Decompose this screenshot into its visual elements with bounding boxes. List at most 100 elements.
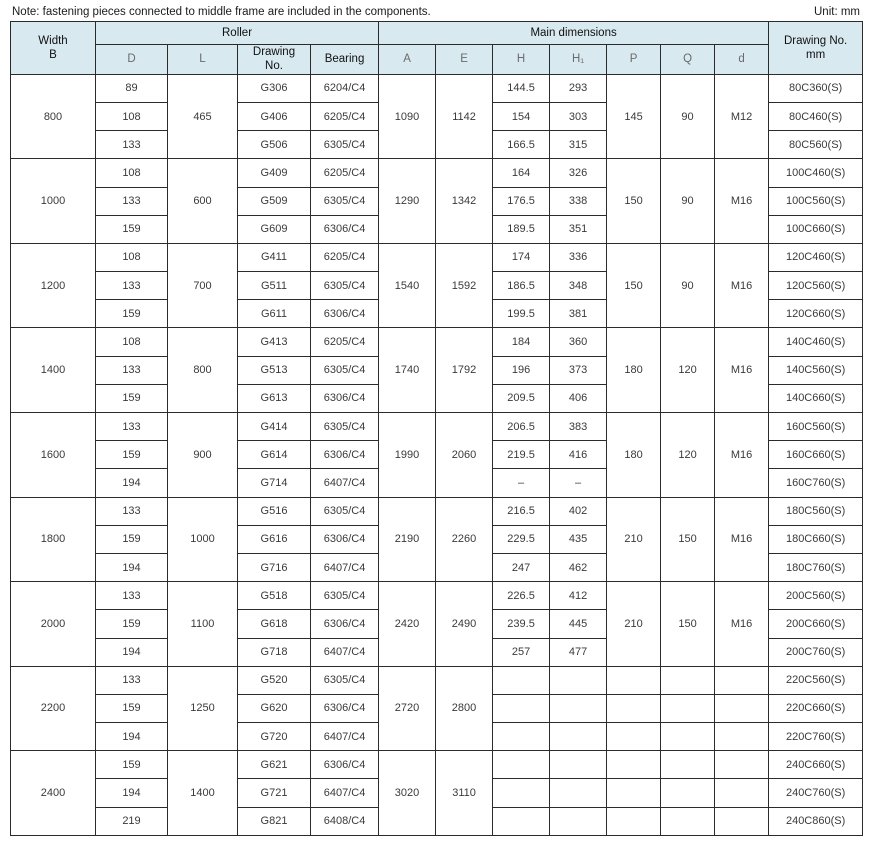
cell-dim-h: 186.5 — [492, 271, 551, 301]
cell-roller-d: 159 — [95, 440, 168, 470]
cell-dim-h: 154 — [492, 101, 551, 132]
table-row: 1000 108 600 G409 6205/C4 1290 1342 164 326 150 90… — [10, 158, 864, 244]
table-row: 194 G721 6407/C4 240C760(S) — [11, 778, 864, 808]
cell-part-drawing-no: 80C360(S) — [768, 73, 864, 103]
cell-dim-h — [492, 722, 551, 752]
cell-part-drawing-no: 220C760(S) — [768, 722, 864, 752]
cell-roller-d: 219 — [95, 806, 168, 836]
cell-part-drawing-no: 120C560(S) — [768, 271, 864, 301]
cell-bearing: 6205/C4 — [309, 158, 380, 188]
cell-dim-h1 — [549, 806, 608, 836]
cell-bearing: 6305/C4 — [309, 496, 380, 526]
cell-part-drawing-no: 100C460(S) — [768, 158, 864, 188]
cell-part-drawing-no: 200C560(S) — [768, 581, 864, 611]
cell-bearing: 6306/C4 — [309, 524, 380, 554]
cell-bearing: 6306/C4 — [309, 214, 380, 244]
header-main-dimensions: Main dimensions — [378, 21, 770, 45]
header-drawing-no-mm: Drawing No. mm — [768, 21, 864, 75]
cell-dim-e: 1592 — [435, 242, 494, 329]
cell-roller-d: 133 — [95, 411, 168, 442]
cell-dim-d-thread: M12 — [714, 73, 770, 160]
cell-roller-drawing-no: G614 — [237, 440, 311, 470]
cell-bearing: 6306/C4 — [309, 383, 380, 414]
cell-part-drawing-no: 120C660(S) — [768, 299, 864, 329]
cell-bearing: 6205/C4 — [309, 327, 380, 357]
cell-dim-h1 — [549, 665, 608, 695]
cell-part-drawing-no: 160C560(S) — [768, 411, 864, 442]
cell-dim-h1: 373 — [549, 355, 608, 385]
cell-bearing: 6205/C4 — [309, 101, 380, 132]
cell-roller-drawing-no: G511 — [237, 271, 311, 301]
cell-dim-d-thread: M16 — [714, 158, 770, 244]
table-row: 159 G614 6306/C4 219.5 416 160C660(S) — [11, 440, 864, 470]
cell-dim-h — [492, 778, 551, 808]
cell-roller-drawing-no: G406 — [237, 101, 311, 132]
cell-roller-d: 159 — [95, 214, 168, 244]
cell-roller-drawing-no: G718 — [237, 637, 311, 667]
cell-width-b: 2200 — [10, 665, 96, 752]
cell-part-drawing-no: 180C560(S) — [768, 496, 864, 526]
cell-dim-h: 209.5 — [492, 383, 551, 414]
cell-dim-h1: 435 — [549, 524, 608, 554]
table-row: 2400 159 1400 G621 6306/C4 3020 3110 240C660(S) — [10, 750, 864, 836]
cell-part-drawing-no: 80C560(S) — [768, 130, 864, 160]
cell-bearing: 6305/C4 — [309, 130, 380, 160]
table-row: 2200 133 1250 G520 6305/C4 2720 2800 220C560(S) — [10, 665, 864, 752]
cell-roller-d: 108 — [95, 158, 168, 188]
cell-dim-p — [606, 806, 662, 836]
cell-dim-p — [606, 722, 662, 752]
cell-part-drawing-no: 120C460(S) — [768, 242, 864, 273]
cell-dim-h1: 338 — [549, 186, 608, 216]
cell-roller-l: 1000 — [167, 496, 238, 583]
cell-roller-d: 108 — [95, 101, 168, 132]
cell-width-b: 1000 — [10, 158, 96, 244]
cell-dim-h: 189.5 — [492, 214, 551, 244]
cell-roller-drawing-no: G716 — [237, 552, 311, 583]
cell-dim-h: 174 — [492, 242, 551, 273]
cell-bearing: 6305/C4 — [309, 271, 380, 301]
cell-roller-l: 465 — [167, 73, 238, 160]
cell-dim-q — [660, 665, 716, 695]
cell-dim-h1: 315 — [549, 130, 608, 160]
table-row: 108 G406 6205/C4 154 303 80C460(S) — [11, 101, 864, 132]
cell-part-drawing-no: 240C660(S) — [768, 750, 864, 780]
cell-dim-h: 184 — [492, 327, 551, 357]
cell-width-b: 800 — [10, 73, 96, 160]
cell-part-drawing-no: 240C760(S) — [768, 778, 864, 808]
cell-dim-h1 — [549, 778, 608, 808]
table-row: 159 G620 6306/C4 220C660(S) — [11, 693, 864, 724]
cell-dim-d-thread — [714, 665, 770, 695]
cell-dim-p: 180 — [606, 327, 662, 413]
cell-dim-p: 145 — [606, 73, 662, 160]
table-row: 159 G611 6306/C4 199.5 381 120C660(S) — [11, 299, 864, 329]
table-row: 2000 133 1100 G518 6305/C4 2420 2490 226.5 412 21… — [10, 581, 864, 667]
subheader-drawing-no: Drawing No. — [237, 44, 311, 75]
cell-roller-d: 159 — [95, 383, 168, 414]
cell-width-b: 1400 — [10, 327, 96, 413]
table-header: Width B Roller Main dimensions Drawing N… — [10, 21, 864, 75]
cell-width-b: 2400 — [10, 750, 96, 836]
cell-dim-p — [606, 693, 662, 724]
cell-bearing: 6306/C4 — [309, 609, 380, 639]
cell-roller-drawing-no: G621 — [237, 750, 311, 780]
cell-dim-h1: 293 — [549, 73, 608, 103]
cell-roller-d: 194 — [95, 637, 168, 667]
cell-roller-l: 1400 — [167, 750, 238, 836]
cell-dim-h1: 462 — [549, 552, 608, 583]
cell-part-drawing-no: 220C560(S) — [768, 665, 864, 695]
cell-dim-h: 247 — [492, 552, 551, 583]
table-body: 800 89 465 G306 6204/C4 1090 1142 144.5 293 145 90… — [10, 73, 864, 836]
cell-bearing: 6407/C4 — [309, 468, 380, 498]
cell-roller-drawing-no: G616 — [237, 524, 311, 554]
cell-dim-q — [660, 722, 716, 752]
header-roller: Roller — [94, 21, 380, 45]
cell-dim-h1: 402 — [549, 496, 608, 526]
cell-roller-d: 194 — [95, 778, 168, 808]
cell-dim-h1: 381 — [549, 299, 608, 329]
cell-dim-a: 1540 — [378, 242, 437, 329]
cell-dim-h — [492, 750, 551, 780]
cell-bearing: 6305/C4 — [309, 581, 380, 611]
cell-dim-q — [660, 778, 716, 808]
